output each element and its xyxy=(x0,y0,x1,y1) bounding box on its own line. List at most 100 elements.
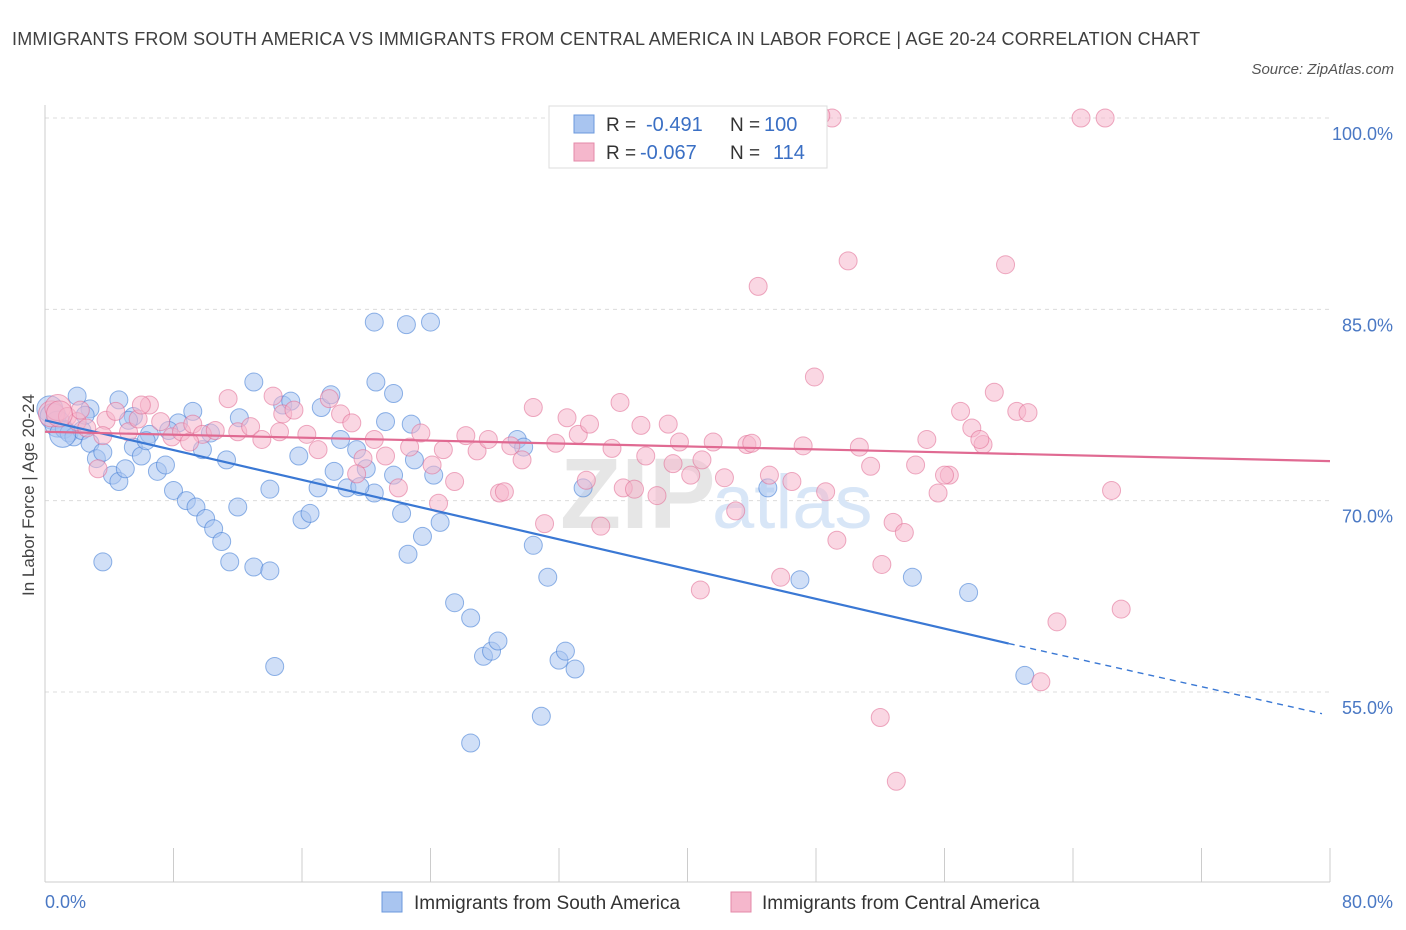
point-0-74 xyxy=(364,312,384,332)
point-1-100 xyxy=(1102,480,1122,500)
point-1-107 xyxy=(180,432,200,452)
point-1-34 xyxy=(411,423,431,443)
point-1-58 xyxy=(681,465,701,485)
point-1-95 xyxy=(870,708,890,728)
point-0-17 xyxy=(155,455,175,475)
data-points xyxy=(36,105,1131,791)
point-1-20 xyxy=(252,429,272,449)
point-1-56 xyxy=(658,414,678,434)
point-0-58 xyxy=(555,641,575,661)
point-1-61 xyxy=(714,468,734,488)
point-0-54 xyxy=(523,535,543,555)
point-0-44 xyxy=(412,526,432,546)
point-1-80 xyxy=(928,483,948,503)
y-tick-label-70: 70.0% xyxy=(1342,507,1393,527)
point-1-54 xyxy=(636,446,656,466)
x-tick-label-min: 0.0% xyxy=(45,892,86,912)
series-points-0 xyxy=(36,312,1035,753)
point-0-94 xyxy=(260,561,280,581)
point-1-99 xyxy=(1018,403,1038,423)
series-label-south: Immigrants from South America xyxy=(414,893,681,914)
point-1-64 xyxy=(748,276,768,296)
point-0-31 xyxy=(300,503,320,523)
legend-n-label-south: N = xyxy=(730,115,760,136)
point-1-88 xyxy=(1031,672,1051,692)
point-1-28 xyxy=(342,413,362,433)
point-1-112 xyxy=(576,470,596,490)
y-tick-labels: 55.0% 70.0% 85.0% 100.0% xyxy=(1332,124,1393,718)
point-1-26 xyxy=(319,389,339,409)
point-1-103 xyxy=(631,415,651,435)
point-1-69 xyxy=(804,367,824,387)
point-1-37 xyxy=(445,472,465,492)
point-1-68 xyxy=(793,436,813,456)
point-1-73 xyxy=(849,437,869,457)
point-0-25 xyxy=(228,497,248,517)
trend-line-1 xyxy=(44,430,1331,463)
point-1-47 xyxy=(557,408,577,428)
point-1-91 xyxy=(1095,108,1115,128)
legend-box: R = -0.491 N = 100 R = -0.067 N = 114 xyxy=(548,105,828,169)
point-0-81 xyxy=(1015,665,1035,685)
point-1-109 xyxy=(347,464,367,484)
point-1-33 xyxy=(400,437,420,457)
point-1-72 xyxy=(838,251,858,271)
point-1-79 xyxy=(917,429,937,449)
point-0-80 xyxy=(959,583,979,603)
point-1-102 xyxy=(610,392,630,412)
point-1-67 xyxy=(782,472,802,492)
point-1-50 xyxy=(591,516,611,536)
trend-lines xyxy=(44,419,1331,715)
point-1-11 xyxy=(151,412,171,432)
legend-r-label-south: R = xyxy=(606,115,636,136)
point-0-90 xyxy=(289,446,309,466)
point-1-17 xyxy=(218,389,238,409)
point-0-47 xyxy=(445,593,465,613)
point-0-42 xyxy=(398,544,418,564)
y-tick-label-55: 55.0% xyxy=(1342,698,1393,718)
point-0-12 xyxy=(115,459,135,479)
point-1-31 xyxy=(376,446,396,466)
legend-swatch-central xyxy=(573,142,595,162)
series-swatch-south xyxy=(381,891,403,913)
point-0-56 xyxy=(538,567,558,587)
point-1-82 xyxy=(951,401,971,421)
point-1-5 xyxy=(88,459,108,479)
point-0-73 xyxy=(265,656,285,676)
trend-line-0 xyxy=(44,419,1009,645)
point-0-70 xyxy=(384,384,404,404)
point-0-9 xyxy=(93,442,113,462)
legend-swatch-south xyxy=(573,114,595,134)
point-1-57 xyxy=(669,432,689,452)
point-0-76 xyxy=(421,312,440,332)
axes xyxy=(44,105,1331,883)
point-0-59 xyxy=(565,659,585,679)
legend-r-label-central: R = xyxy=(606,143,636,164)
point-0-66 xyxy=(244,372,264,392)
point-1-98 xyxy=(970,429,990,449)
point-0-72 xyxy=(93,552,113,572)
point-1-59 xyxy=(692,450,712,470)
point-0-51 xyxy=(488,631,508,651)
point-1-111 xyxy=(494,482,514,502)
y-axis-label: In Labor Force | Age 20-24 xyxy=(19,394,38,596)
legend-n-label-central: N = xyxy=(730,143,760,164)
trend-extension-0 xyxy=(1008,642,1323,715)
point-1-89 xyxy=(1047,612,1067,632)
point-0-69 xyxy=(366,372,386,392)
point-1-43 xyxy=(512,450,532,470)
point-1-71 xyxy=(827,530,847,550)
point-0-75 xyxy=(396,315,416,335)
point-0-41 xyxy=(392,503,412,523)
point-1-96 xyxy=(886,771,906,791)
point-1-36 xyxy=(433,440,453,460)
series-swatch-central xyxy=(730,891,752,913)
point-1-78 xyxy=(906,455,926,475)
point-0-39 xyxy=(376,412,396,432)
point-1-21 xyxy=(263,386,283,406)
point-1-51 xyxy=(602,438,622,458)
point-1-45 xyxy=(535,514,555,534)
point-1-85 xyxy=(984,382,1004,402)
point-0-78 xyxy=(790,570,810,590)
point-1-92 xyxy=(1111,599,1131,619)
